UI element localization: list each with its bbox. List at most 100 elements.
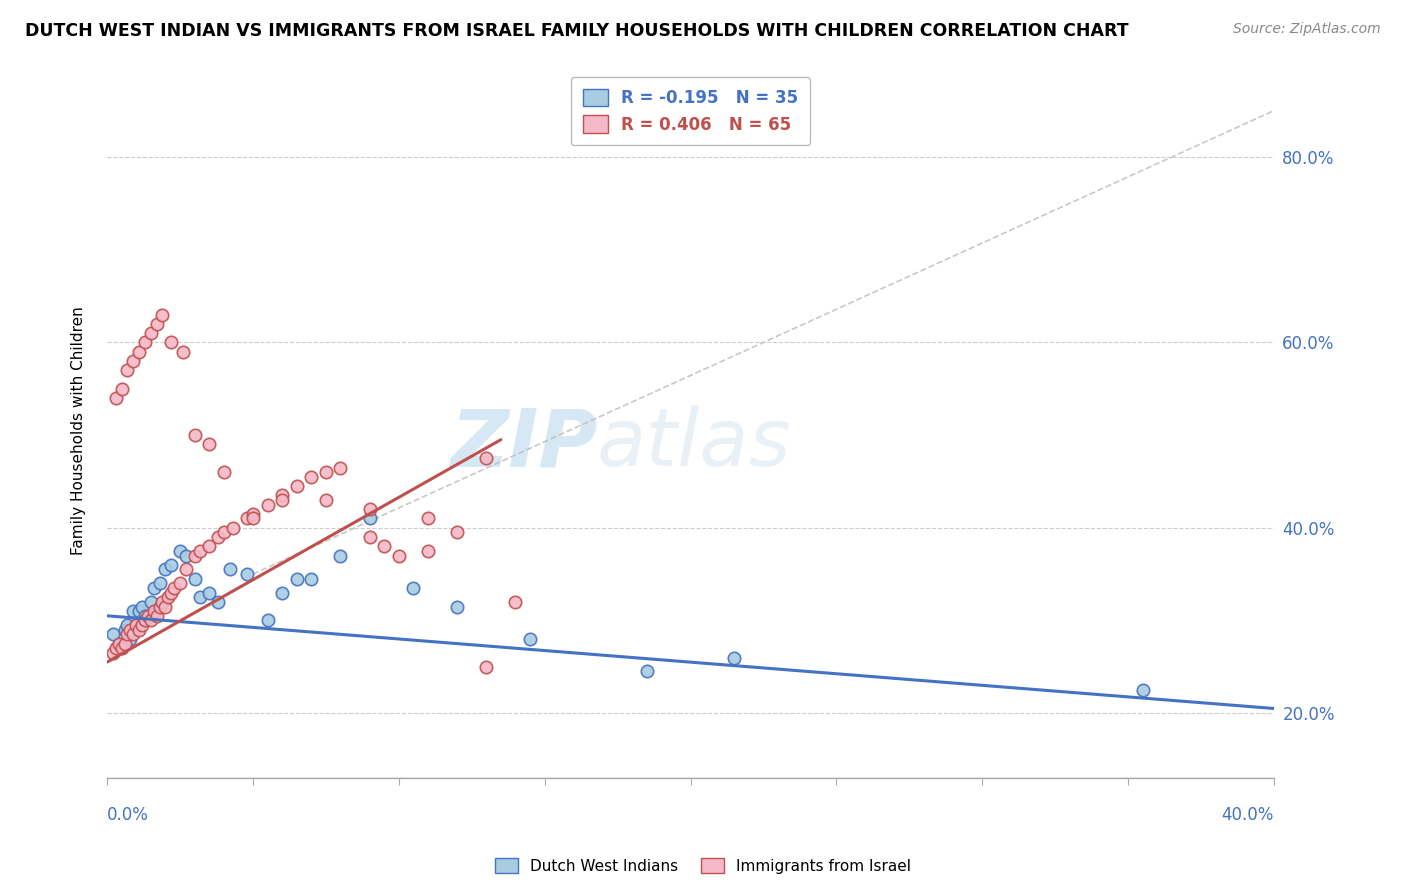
Point — [221, 521, 243, 535]
Point — [416, 544, 439, 558]
Point — [271, 488, 294, 502]
Point — [128, 623, 150, 637]
Point — [125, 618, 148, 632]
Point — [285, 479, 308, 493]
Point — [104, 641, 127, 656]
Point — [131, 618, 153, 632]
Point — [183, 428, 205, 442]
Point — [329, 460, 352, 475]
Point — [315, 492, 337, 507]
Point — [285, 572, 308, 586]
Point — [212, 465, 235, 479]
Point — [145, 608, 167, 623]
Point — [212, 525, 235, 540]
Point — [475, 660, 498, 674]
Point — [111, 641, 134, 656]
Point — [271, 585, 294, 599]
Point — [416, 511, 439, 525]
Point — [174, 562, 197, 576]
Point — [373, 539, 395, 553]
Point — [122, 627, 145, 641]
Point — [155, 562, 177, 576]
Point — [236, 511, 259, 525]
Point — [207, 530, 229, 544]
Point — [1132, 682, 1154, 697]
Point — [152, 308, 174, 322]
Point — [139, 614, 162, 628]
Point — [198, 437, 221, 451]
Text: 40.0%: 40.0% — [1222, 805, 1274, 824]
Point — [236, 567, 259, 582]
Point — [157, 591, 180, 605]
Point — [149, 599, 172, 614]
Point — [139, 326, 162, 340]
Point — [723, 650, 745, 665]
Point — [134, 608, 156, 623]
Point — [299, 572, 322, 586]
Point — [315, 465, 337, 479]
Point — [111, 382, 134, 396]
Point — [160, 558, 183, 572]
Text: Source: ZipAtlas.com: Source: ZipAtlas.com — [1233, 22, 1381, 37]
Point — [149, 576, 172, 591]
Text: 0.0%: 0.0% — [107, 805, 149, 824]
Point — [359, 511, 381, 525]
Point — [107, 637, 129, 651]
Point — [160, 335, 183, 350]
Point — [145, 317, 167, 331]
Point — [155, 599, 177, 614]
Point — [271, 492, 294, 507]
Point — [169, 576, 191, 591]
Point — [152, 595, 174, 609]
Point — [114, 637, 136, 651]
Point — [128, 604, 150, 618]
Point — [174, 549, 197, 563]
Text: ZIP: ZIP — [450, 405, 598, 483]
Y-axis label: Family Households with Children: Family Households with Children — [72, 306, 86, 555]
Point — [122, 354, 145, 368]
Point — [142, 581, 165, 595]
Point — [402, 581, 425, 595]
Point — [207, 595, 229, 609]
Point — [329, 549, 352, 563]
Point — [519, 632, 541, 646]
Point — [136, 608, 159, 623]
Point — [183, 572, 205, 586]
Point — [134, 335, 156, 350]
Legend: Dutch West Indians, Immigrants from Israel: Dutch West Indians, Immigrants from Isra… — [489, 852, 917, 880]
Text: atlas: atlas — [598, 405, 792, 483]
Point — [120, 632, 142, 646]
Point — [198, 585, 221, 599]
Legend: R = -0.195   N = 35, R = 0.406   N = 65: R = -0.195 N = 35, R = 0.406 N = 65 — [571, 78, 810, 145]
Point — [122, 604, 145, 618]
Point — [101, 646, 124, 660]
Point — [104, 391, 127, 405]
Point — [190, 591, 212, 605]
Point — [169, 544, 191, 558]
Point — [242, 507, 264, 521]
Point — [256, 614, 278, 628]
Point — [475, 451, 498, 466]
Point — [299, 469, 322, 483]
Point — [190, 544, 212, 558]
Point — [101, 627, 124, 641]
Point — [128, 344, 150, 359]
Point — [256, 498, 278, 512]
Text: DUTCH WEST INDIAN VS IMMIGRANTS FROM ISRAEL FAMILY HOUSEHOLDS WITH CHILDREN CORR: DUTCH WEST INDIAN VS IMMIGRANTS FROM ISR… — [25, 22, 1129, 40]
Point — [114, 623, 136, 637]
Point — [125, 618, 148, 632]
Point — [172, 344, 194, 359]
Point — [120, 623, 142, 637]
Point — [134, 614, 156, 628]
Point — [117, 618, 139, 632]
Point — [160, 585, 183, 599]
Point — [183, 549, 205, 563]
Point — [198, 539, 221, 553]
Point — [359, 530, 381, 544]
Point — [388, 549, 411, 563]
Point — [359, 502, 381, 516]
Point — [131, 599, 153, 614]
Point — [636, 665, 658, 679]
Point — [218, 562, 240, 576]
Point — [242, 511, 264, 525]
